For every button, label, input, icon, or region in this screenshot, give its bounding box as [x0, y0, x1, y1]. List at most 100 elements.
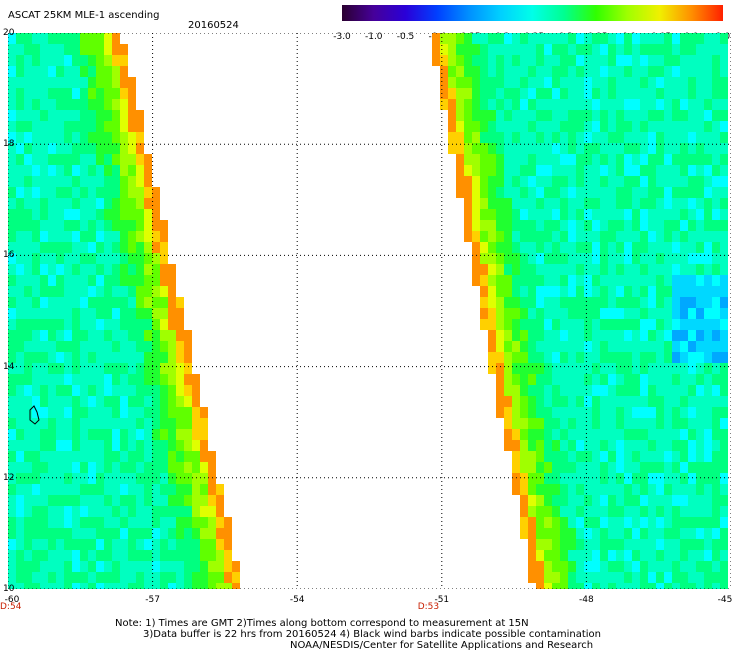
swath-cell [600, 231, 608, 242]
swath-cell [496, 407, 504, 418]
swath-cell [696, 352, 704, 363]
swath-cell [648, 385, 656, 396]
swath-cell [712, 462, 720, 473]
swath-cell [592, 231, 600, 242]
swath-cell [472, 121, 480, 132]
swath-cell [160, 550, 168, 561]
swath-cell [96, 352, 104, 363]
swath-cell [520, 88, 528, 99]
swath-cell [520, 385, 528, 396]
swath-cell [56, 176, 64, 187]
swath-cell [40, 583, 48, 589]
swath-cell [560, 165, 568, 176]
swath-cell [144, 297, 152, 308]
swath-cell [56, 385, 64, 396]
swath-cell [208, 495, 216, 506]
swath-cell [80, 319, 88, 330]
swath-cell [152, 352, 160, 363]
swath-cell [32, 187, 40, 198]
swath-cell [656, 385, 664, 396]
swath-cell [496, 209, 504, 220]
swath-cell [592, 220, 600, 231]
swath-cell [136, 330, 144, 341]
swath-cell [216, 517, 224, 528]
swath-cell [80, 429, 88, 440]
swath-cell [88, 385, 96, 396]
swath-cell [616, 242, 624, 253]
swath-cell [456, 55, 464, 66]
swath-cell [608, 220, 616, 231]
swath-cell [480, 55, 488, 66]
swath-cell [480, 242, 488, 253]
swath-cell [224, 528, 232, 539]
swath-cell [648, 539, 656, 550]
swath-cell [32, 363, 40, 374]
swath-cell [40, 99, 48, 110]
swath-cell [104, 462, 112, 473]
swath-cell [568, 286, 576, 297]
swath-cell [640, 77, 648, 88]
swath-cell [136, 275, 144, 286]
swath-cell [536, 275, 544, 286]
swath-cell [584, 176, 592, 187]
swath-cell [504, 308, 512, 319]
swath-cell [520, 396, 528, 407]
swath-cell [504, 33, 512, 44]
swath-cell [112, 330, 120, 341]
swath-cell [56, 99, 64, 110]
swath-cell [576, 286, 584, 297]
swath-cell [552, 55, 560, 66]
swath-cell [104, 550, 112, 561]
swath-cell [80, 385, 88, 396]
swath-cell [504, 121, 512, 132]
swath-cell [672, 132, 680, 143]
swath-cell [104, 374, 112, 385]
swath-cell [536, 495, 544, 506]
swath-cell [616, 165, 624, 176]
swath-cell [592, 374, 600, 385]
swath-cell [680, 275, 688, 286]
swath-cell [464, 88, 472, 99]
swath-cell [680, 583, 688, 589]
swath-cell [64, 363, 72, 374]
swath-cell [512, 110, 520, 121]
swath-cell [112, 198, 120, 209]
swath-cell [136, 407, 144, 418]
swath-cell [552, 220, 560, 231]
swath-cell [624, 121, 632, 132]
swath-cell [96, 341, 104, 352]
swath-cell [592, 66, 600, 77]
swath-cell [544, 451, 552, 462]
swath-cell [488, 176, 496, 187]
swath-cell [696, 330, 704, 341]
swath-cell [536, 99, 544, 110]
swath-cell [720, 572, 728, 583]
swath-cell [688, 132, 696, 143]
swath-cell [648, 55, 656, 66]
swath-cell [80, 374, 88, 385]
swath-cell [704, 297, 712, 308]
swath-cell [24, 297, 32, 308]
swath-cell [128, 495, 136, 506]
swath-cell [528, 462, 536, 473]
swath-cell [576, 363, 584, 374]
swath-cell [600, 165, 608, 176]
swath-cell [680, 462, 688, 473]
swath-cell [616, 583, 624, 589]
swath-cell [552, 275, 560, 286]
swath-cell [528, 363, 536, 374]
swath-cell [696, 506, 704, 517]
swath-cell [552, 110, 560, 121]
swath-cell [704, 561, 712, 572]
swath-cell [16, 99, 24, 110]
swath-cell [576, 374, 584, 385]
swath-cell [616, 286, 624, 297]
swath-cell [520, 341, 528, 352]
swath-cell [608, 99, 616, 110]
swath-cell [120, 55, 128, 66]
swath-cell [72, 99, 80, 110]
swath-cell [128, 165, 136, 176]
swath-cell [56, 209, 64, 220]
swath-cell [488, 44, 496, 55]
swath-cell [664, 396, 672, 407]
